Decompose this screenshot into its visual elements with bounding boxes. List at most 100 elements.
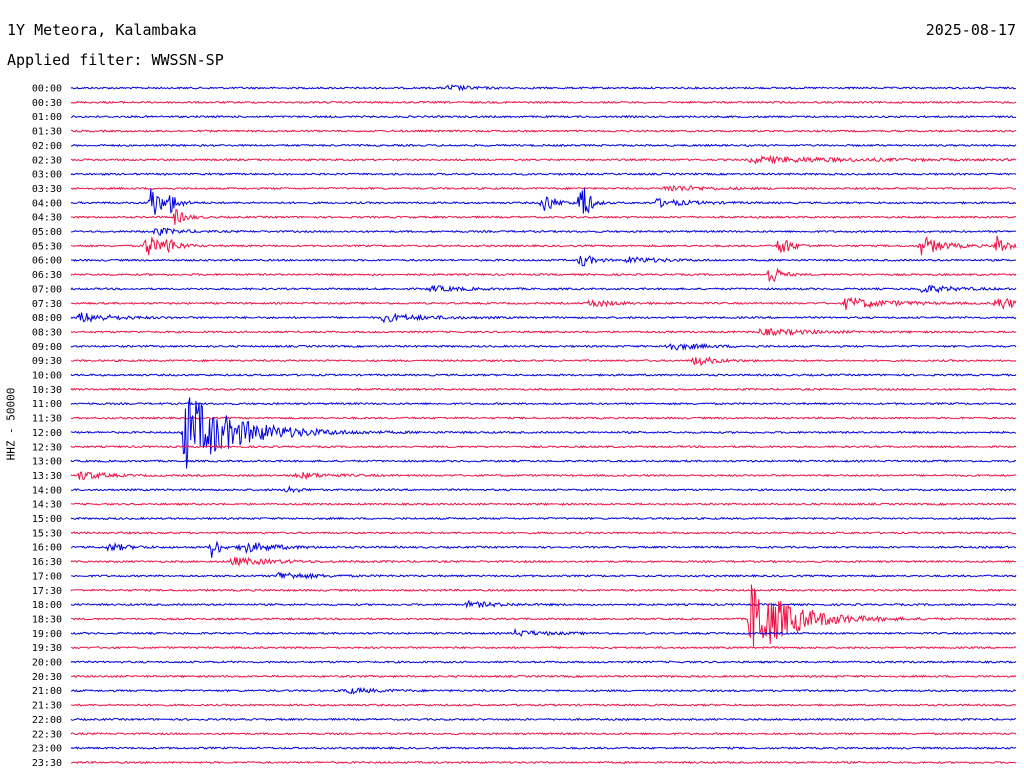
seismic-trace-2300 (70, 746, 1017, 750)
time-tick-label: 16:30 (32, 557, 62, 568)
time-tick-label: 11:00 (32, 399, 62, 410)
seismic-trace-1900 (70, 627, 1017, 637)
time-tick-label: 05:30 (32, 241, 62, 252)
seismic-trace-0830 (70, 328, 1017, 337)
time-tick-label: 12:00 (32, 428, 62, 439)
time-tick-label: 13:30 (32, 471, 62, 482)
seismic-trace-1100 (70, 401, 1017, 406)
time-tick-label: 04:30 (32, 213, 62, 224)
seismic-trace-0400 (70, 188, 1017, 215)
time-tick-label: 08:00 (32, 313, 62, 324)
time-tick-label: 10:00 (32, 371, 62, 382)
time-tick-label: 14:30 (32, 500, 62, 511)
seismic-trace-1130 (70, 416, 1017, 420)
time-tick-label: 05:00 (32, 227, 62, 238)
seismic-trace-2100 (70, 686, 1017, 695)
seismic-trace-1200 (70, 397, 1017, 469)
time-tick-label: 09:30 (32, 356, 62, 367)
seismic-trace-1730 (70, 588, 1017, 592)
time-tick-label: 13:00 (32, 457, 62, 468)
time-tick-label: 15:00 (32, 514, 62, 525)
seismic-trace-0530 (70, 235, 1017, 256)
seismic-trace-2000 (70, 660, 1017, 664)
seismic-trace-1030 (70, 387, 1017, 392)
time-tick-label: 15:30 (32, 528, 62, 539)
date-label: 2025-08-17 (925, 21, 1016, 39)
time-tick-label: 06:30 (32, 270, 62, 281)
seismic-trace-0000 (70, 83, 1017, 92)
time-tick-label: 02:30 (32, 155, 62, 166)
seismic-trace-0930 (70, 356, 1017, 367)
seismic-trace-0330 (70, 185, 1017, 192)
time-tick-label: 19:00 (32, 629, 62, 640)
seismic-trace-0100 (70, 114, 1017, 119)
seismic-trace-0800 (70, 312, 1017, 324)
seismic-trace-2330 (70, 760, 1017, 765)
time-tick-label: 17:30 (32, 586, 62, 597)
time-tick-label: 12:30 (32, 442, 62, 453)
time-tick-label: 21:30 (32, 701, 62, 712)
seismic-trace-1830 (70, 584, 1017, 647)
seismic-trace-1000 (70, 373, 1017, 377)
time-tick-label: 06:00 (32, 256, 62, 267)
seismic-trace-1630 (70, 556, 1017, 567)
time-tick-label: 23:30 (32, 758, 62, 769)
time-tick-label: 02:00 (32, 141, 62, 152)
time-tick-label: 14:00 (32, 485, 62, 496)
time-tick-label: 07:00 (32, 284, 62, 295)
time-tick-label: 03:00 (32, 170, 62, 181)
seismic-trace-1500 (70, 516, 1017, 521)
seismic-trace-0030 (70, 100, 1017, 105)
time-tick-label: 20:00 (32, 658, 62, 669)
seismic-trace-1300 (70, 459, 1017, 463)
time-tick-label: 19:30 (32, 643, 62, 654)
seismic-trace-0200 (70, 143, 1017, 148)
seismic-trace-1700 (70, 571, 1017, 580)
seismic-trace-1600 (70, 540, 1016, 558)
seismic-trace-0600 (70, 255, 1017, 267)
time-tick-label: 01:00 (32, 112, 62, 123)
seismic-trace-1330 (70, 471, 1017, 481)
seismic-trace-0700 (70, 284, 1017, 294)
filter-label: Applied filter: WWSSN-SP (7, 51, 224, 69)
seismic-trace-0500 (70, 227, 1017, 237)
time-tick-label: 03:30 (32, 184, 62, 195)
time-tick-label: 04:00 (32, 198, 62, 209)
time-tick-label: 16:00 (32, 543, 62, 554)
time-tick-label: 22:00 (32, 715, 62, 726)
time-tick-label: 09:00 (32, 342, 62, 353)
time-tick-label: 11:30 (32, 414, 62, 425)
time-tick-label: 22:30 (32, 729, 62, 740)
seismic-trace-1530 (70, 531, 1017, 535)
seismic-trace-1230 (70, 445, 1017, 449)
seismic-trace-0630 (70, 267, 1017, 283)
seismic-trace-2130 (70, 703, 1016, 707)
time-tick-label: 07:30 (32, 299, 62, 310)
seismic-trace-0730 (70, 296, 1017, 310)
time-tick-label: 18:00 (32, 600, 62, 611)
seismic-trace-1430 (70, 502, 1017, 506)
seismic-trace-1400 (70, 485, 1017, 494)
seismic-trace-1800 (70, 599, 1017, 609)
time-tick-label: 00:00 (32, 84, 62, 95)
station-title: 1Y Meteora, Kalambaka (7, 21, 197, 39)
seismic-trace-0230 (71, 154, 1017, 165)
time-tick-label: 23:00 (32, 744, 62, 755)
time-tick-label: 10:30 (32, 385, 62, 396)
time-tick-label: 00:30 (32, 98, 62, 109)
seismic-trace-2230 (70, 731, 1017, 736)
seismic-trace-0430 (70, 208, 1017, 225)
seismic-trace-0900 (70, 342, 1017, 351)
seismic-trace-0130 (70, 129, 1017, 133)
time-tick-label: 17:00 (32, 571, 62, 582)
time-tick-label: 08:30 (32, 327, 62, 338)
time-tick-label: 18:30 (32, 614, 62, 625)
seismic-trace-2030 (71, 674, 1017, 679)
time-tick-label: 21:00 (32, 686, 62, 697)
time-tick-label: 01:30 (32, 127, 62, 138)
seismic-trace-1930 (70, 645, 1016, 650)
time-tick-label: 20:30 (32, 672, 62, 683)
seismic-trace-0300 (70, 172, 1017, 176)
seismic-trace-2200 (70, 717, 1017, 722)
